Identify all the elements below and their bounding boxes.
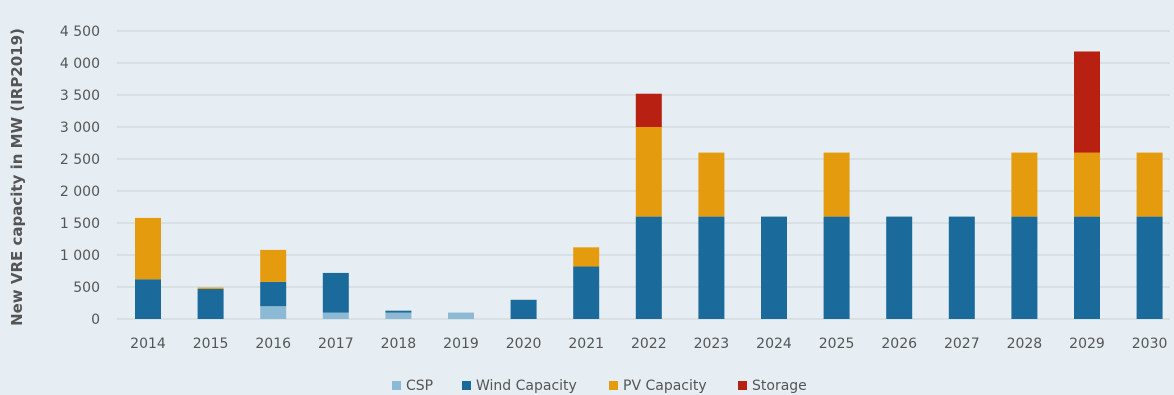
legend-swatch-storage [738, 381, 747, 390]
bar-storage-2029 [1074, 51, 1100, 153]
x-tick-label: 2024 [756, 336, 792, 352]
bar-pv-capacity-2028 [1011, 152, 1038, 217]
y-axis-label: New VRE capacity in MW (IRP2019) [8, 28, 26, 326]
bar-storage-2022 [635, 93, 662, 127]
legend-label-pv-capacity: PV Capacity [623, 378, 707, 394]
y-tick-label: 3 000 [60, 120, 100, 136]
legend-label-csp: CSP [406, 378, 433, 394]
bar-pv-capacity-2016 [260, 249, 287, 282]
x-tick-label: 2019 [443, 336, 479, 352]
bar-wind-capacity-2027 [948, 216, 975, 319]
bar-wind-capacity-2020 [510, 299, 537, 319]
y-tick-label: 2 500 [60, 152, 100, 168]
bar-pv-capacity-2023 [698, 152, 725, 217]
legend-label-wind-capacity: Wind Capacity [476, 378, 577, 394]
legend: CSP Wind Capacity PV Capacity Storage [392, 378, 807, 394]
bar-pv-capacity-2021 [573, 247, 600, 267]
bar-csp-2019 [448, 312, 474, 319]
y-tick-label: 4 500 [60, 24, 100, 40]
y-tick-label: 2 000 [60, 184, 100, 200]
bar-wind-capacity-2017 [322, 272, 349, 313]
legend-swatch-pv-capacity [609, 381, 618, 390]
x-tick-label: 2017 [318, 336, 354, 352]
bar-wind-capacity-2015 [197, 288, 224, 319]
x-tick-label: 2023 [694, 336, 730, 352]
x-tick-label: 2020 [506, 336, 542, 352]
x-axis-ticks: 2014 2015 2016 2017 2018 2019 2020 2021 2022 2023… [130, 336, 1167, 352]
x-tick-label: 2027 [944, 336, 980, 352]
bar-pv-capacity-2014 [135, 217, 161, 280]
bar-wind-capacity-2023 [698, 216, 725, 319]
y-tick-label: 1 000 [60, 248, 100, 264]
x-tick-label: 2018 [381, 336, 417, 352]
bar-wind-capacity-2018 [385, 310, 412, 313]
bar-pv-capacity-2025 [823, 152, 850, 217]
bar-wind-capacity-2016 [260, 281, 287, 307]
bar-pv-capacity-2015 [197, 287, 224, 289]
y-tick-label: 0 [91, 312, 100, 328]
bar-pv-capacity-2022 [635, 127, 662, 217]
legend-label-storage: Storage [752, 378, 807, 394]
bar-wind-capacity-2022 [635, 216, 662, 319]
bar-wind-capacity-2029 [1074, 216, 1100, 319]
y-tick-label: 1 500 [60, 216, 100, 232]
bar-wind-capacity-2021 [573, 266, 600, 319]
x-tick-label: 2025 [819, 336, 855, 352]
x-tick-label: 2029 [1069, 336, 1105, 352]
x-tick-label: 2021 [568, 336, 604, 352]
x-tick-label: 2022 [631, 336, 667, 352]
bar-wind-capacity-2028 [1011, 216, 1038, 319]
bar-csp-2017 [322, 312, 349, 319]
x-tick-label: 2014 [130, 336, 166, 352]
y-tick-label: 500 [73, 280, 100, 296]
x-tick-label: 2026 [881, 336, 917, 352]
x-tick-label: 2028 [1007, 336, 1043, 352]
x-tick-label: 2016 [255, 336, 291, 352]
bar-csp-2016 [260, 306, 287, 319]
y-axis-ticks: 0 500 1 000 1 500 2 000 2 500 3 000 3 500 4 000 4… [60, 24, 100, 328]
x-tick-label: 2030 [1132, 336, 1168, 352]
bar-wind-capacity-2030 [1136, 216, 1163, 319]
x-tick-label: 2015 [193, 336, 229, 352]
bar-wind-capacity-2014 [135, 279, 161, 319]
bars [135, 51, 1163, 319]
bar-wind-capacity-2026 [886, 216, 913, 319]
y-tick-label: 3 500 [60, 88, 100, 104]
bar-csp-2018 [385, 312, 412, 319]
legend-swatch-csp [392, 381, 401, 390]
bar-wind-capacity-2024 [761, 216, 787, 319]
bar-pv-capacity-2030 [1136, 152, 1163, 217]
legend-swatch-wind-capacity [462, 381, 471, 390]
bar-wind-capacity-2025 [823, 216, 850, 319]
y-tick-label: 4 000 [60, 56, 100, 72]
bar-pv-capacity-2029 [1074, 152, 1100, 217]
